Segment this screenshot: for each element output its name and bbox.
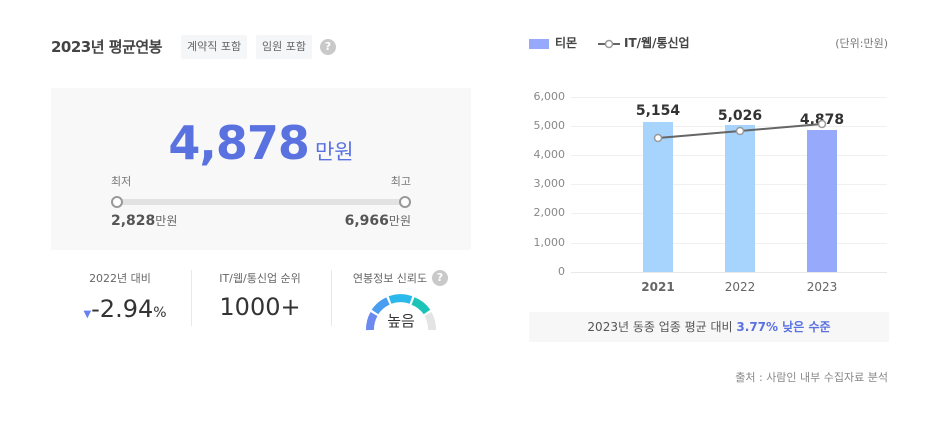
reliability-value: 높음 xyxy=(387,312,415,330)
x-axis xyxy=(571,272,887,273)
bar-label-2021: 5,154 xyxy=(635,103,681,119)
rank-value: 1000+ xyxy=(219,293,301,321)
yoy-label: 2022년 대비 xyxy=(89,272,151,285)
rank-label: IT/웹/통신업 순위 xyxy=(219,272,301,285)
min-label: 최저 xyxy=(111,175,132,188)
comparison-summary: 2023년 동종 업종 평균 대비 3.77% 낮은 수준 xyxy=(529,312,889,342)
min-value: 2,828만원 xyxy=(111,213,178,229)
yoy-value: -2.94 xyxy=(91,295,154,323)
x-tick-2021: 2021 xyxy=(641,280,675,294)
bar-label-2022: 5,026 xyxy=(717,108,763,124)
yoy-unit: % xyxy=(153,305,167,321)
gridline xyxy=(571,97,887,98)
legend-industry: IT/웹/통신업 xyxy=(624,36,690,50)
average-salary-unit: 만원 xyxy=(314,140,354,164)
bar-2022[interactable] xyxy=(725,125,755,272)
y-tick: 0 xyxy=(558,265,565,278)
stat-divider xyxy=(191,270,192,326)
down-arrow-icon: ▼ xyxy=(83,309,92,320)
min-knob xyxy=(111,196,123,208)
max-value: 6,966만원 xyxy=(344,213,411,229)
y-tick: 1,000 xyxy=(533,236,566,249)
average-salary: 4,878 만원 xyxy=(51,116,471,170)
tag-contract-included: 계약직 포함 xyxy=(181,35,248,59)
average-salary-value: 4,878 xyxy=(168,116,310,170)
x-tick-2023: 2023 xyxy=(806,280,838,294)
salary-panel: 4,878 만원 최저 최고 2,828만원 6,966만원 xyxy=(51,88,471,250)
legend-line-swatch xyxy=(598,39,620,49)
x-tick-2022: 2022 xyxy=(724,280,756,294)
reliability-label: 연봉정보 신뢰도 xyxy=(352,272,428,285)
y-tick: 5,000 xyxy=(533,119,566,132)
salary-range-bar xyxy=(117,199,405,205)
comparison-highlight: 3.77% 낮은 수준 xyxy=(736,320,831,334)
bar-2023[interactable] xyxy=(807,130,837,272)
tag-executive-included: 임원 포함 xyxy=(256,35,312,59)
max-label: 최고 xyxy=(390,175,411,188)
stat-divider xyxy=(331,270,332,326)
unit-note: (단위:만원) xyxy=(835,37,888,50)
bar-2021[interactable] xyxy=(643,122,673,272)
page-title: 2023년 평균연봉 xyxy=(51,38,162,56)
legend-bar-swatch xyxy=(529,39,549,49)
yoy-stat: ▼-2.94% xyxy=(70,295,180,323)
industry-line xyxy=(653,119,827,143)
source-note: 출처 : 사람인 내부 수집자료 분석 xyxy=(735,371,888,384)
y-tick: 3,000 xyxy=(533,177,566,190)
max-knob xyxy=(399,196,411,208)
legend-company: 티몬 xyxy=(555,36,578,50)
help-icon[interactable]: ? xyxy=(320,39,336,55)
y-tick: 6,000 xyxy=(533,90,566,103)
reliability-gauge xyxy=(366,294,436,331)
reliability-help-icon[interactable]: ? xyxy=(432,270,448,286)
y-tick: 2,000 xyxy=(533,206,566,219)
y-tick: 4,000 xyxy=(533,148,566,161)
